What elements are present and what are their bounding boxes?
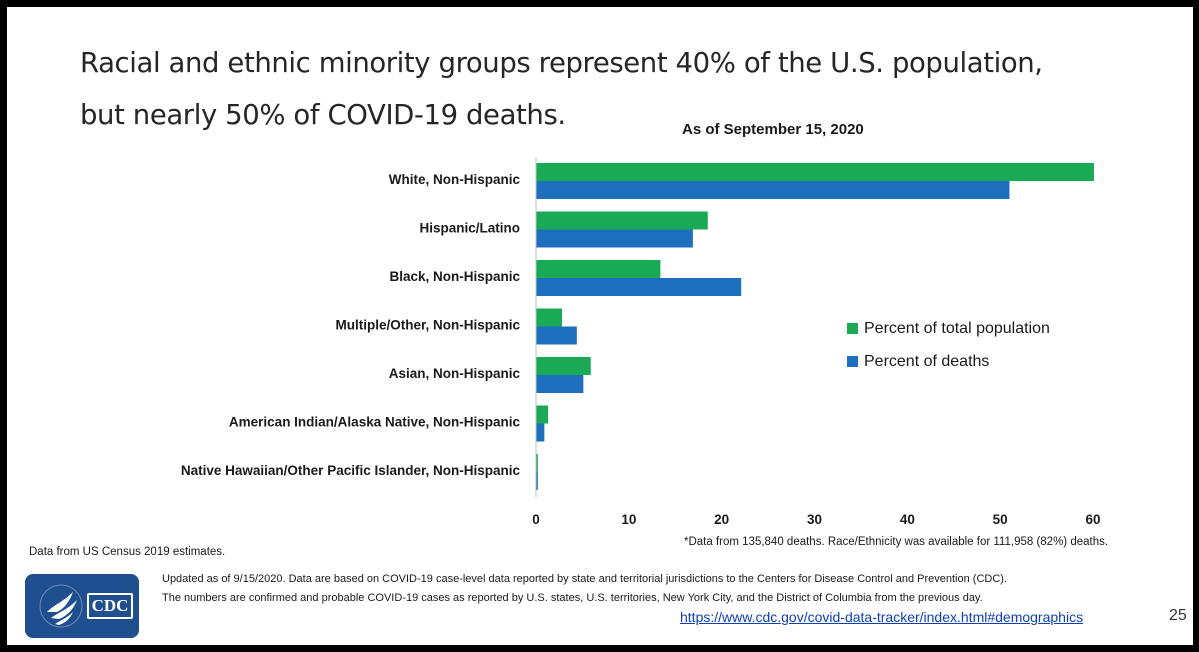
category-label: Multiple/Other, Non-Hispanic: [335, 318, 520, 333]
update-note-line-2: The numbers are confirmed and probable C…: [162, 592, 983, 604]
bar-deaths: [536, 375, 584, 393]
x-tick-label: 10: [621, 512, 636, 527]
legend-label-deaths: Percent of deaths: [864, 352, 990, 370]
bar-deaths: [536, 229, 693, 248]
chart-title: As of September 15, 2020: [682, 121, 864, 138]
bar-population: [536, 163, 1094, 181]
x-tick-label: 50: [993, 512, 1008, 527]
source-link[interactable]: https://www.cdc.gov/covid-data-tracker/i…: [680, 609, 1084, 625]
bar-population: [536, 357, 591, 375]
deaths-footnote: *Data from 135,840 deaths. Race/Ethnicit…: [684, 536, 1109, 548]
x-tick-label: 60: [1085, 512, 1100, 527]
bar-deaths: [536, 181, 1010, 199]
category-label: Asian, Non-Hispanic: [389, 366, 521, 381]
chart-legend: Percent of total population Percent of d…: [847, 312, 1050, 378]
bar-population: [536, 454, 538, 472]
slide: Racial and ethnic minority groups repres…: [7, 7, 1193, 645]
bar-deaths: [536, 423, 545, 442]
category-label: Hispanic/Latino: [419, 221, 520, 236]
legend-swatch-deaths: [847, 356, 858, 367]
hhs-eagle-icon: [39, 584, 83, 628]
x-tick-label: 30: [807, 512, 822, 527]
bar-population: [536, 405, 549, 424]
category-label: American Indian/Alaska Native, Non-Hispa…: [229, 415, 521, 430]
legend-swatch-population: [847, 323, 858, 334]
bar-deaths: [536, 326, 577, 345]
update-note: Updated as of 9/15/2020. Data are based …: [162, 570, 1007, 608]
bar-deaths: [536, 278, 742, 296]
category-label: Black, Non-Hispanic: [389, 269, 520, 284]
x-tick-label: 40: [900, 512, 915, 527]
bar-chart: White, Non-Hispanic Hispanic/Latino Black,…: [181, 157, 1101, 527]
bar-population: [536, 211, 708, 230]
legend-item-population: Percent of total population: [847, 312, 1050, 345]
category-label: Native Hawaiian/Other Pacific Islander, …: [181, 463, 521, 478]
category-label: White, Non-Hispanic: [389, 172, 521, 187]
legend-label-population: Percent of total population: [864, 319, 1050, 337]
x-tick-label: 20: [714, 512, 729, 527]
legend-item-deaths: Percent of deaths: [847, 345, 1050, 378]
cdc-logo-text: CDC: [87, 593, 133, 619]
census-source-note: Data from US Census 2019 estimates.: [29, 546, 226, 558]
headline-line-2: but nearly 50% of COVID-19 deaths.: [80, 99, 566, 131]
x-tick-label: 0: [532, 512, 540, 527]
headline-line-1: Racial and ethnic minority groups repres…: [80, 47, 1043, 79]
bar-population: [536, 260, 661, 278]
page-number: 25: [1169, 607, 1187, 624]
bar-population: [536, 308, 562, 327]
bar-deaths: [536, 472, 538, 490]
cdc-logo: CDC: [25, 574, 139, 638]
slide-headline: Racial and ethnic minority groups repres…: [80, 37, 1140, 141]
update-note-line-1: Updated as of 9/15/2020. Data are based …: [162, 573, 1007, 585]
